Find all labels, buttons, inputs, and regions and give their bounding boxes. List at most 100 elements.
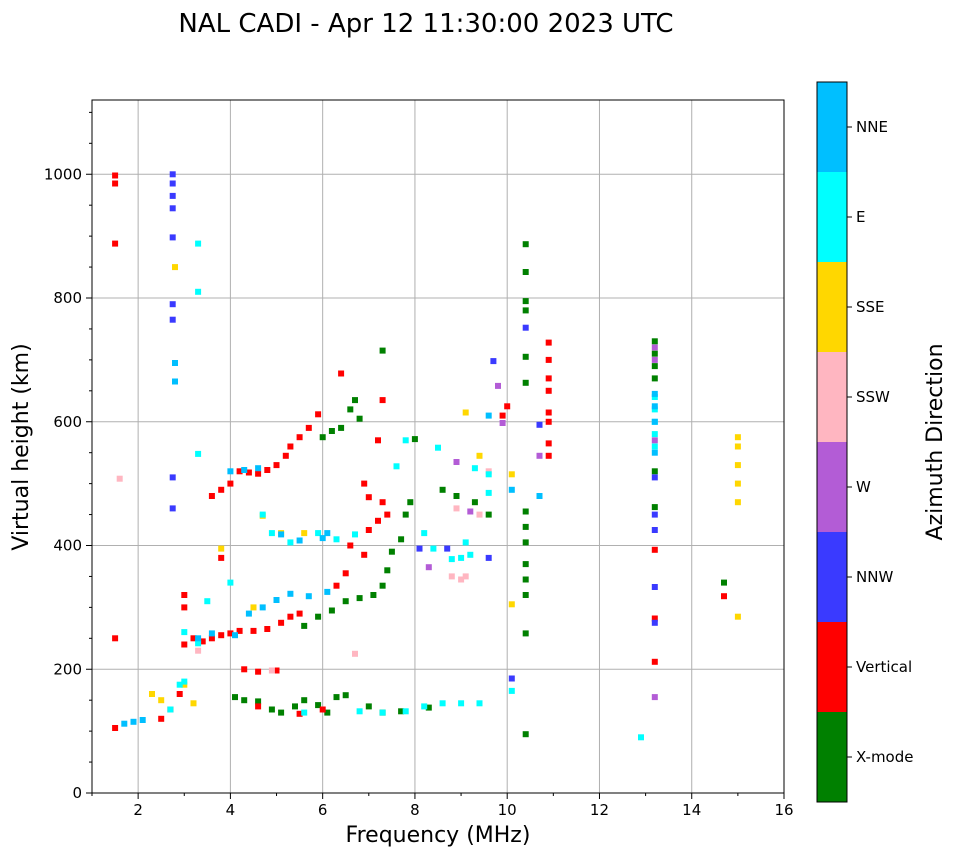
data-point — [393, 463, 400, 470]
data-point — [278, 531, 285, 538]
data-point — [651, 546, 658, 553]
data-point — [259, 604, 266, 611]
data-point — [425, 704, 432, 711]
data-point — [315, 702, 322, 709]
data-point — [425, 564, 432, 571]
data-point — [476, 511, 483, 518]
data-point — [264, 626, 271, 632]
data-point — [379, 499, 386, 506]
data-point — [356, 708, 363, 715]
data-point — [651, 344, 658, 351]
data-point — [241, 467, 248, 473]
data-point — [342, 598, 349, 605]
data-point — [268, 530, 275, 537]
data-point — [208, 635, 215, 642]
data-point — [651, 431, 658, 438]
data-point — [287, 539, 294, 546]
data-point — [476, 452, 483, 459]
data-point — [195, 288, 202, 295]
data-point — [218, 632, 225, 639]
series-nnw — [169, 171, 658, 682]
data-point — [379, 347, 386, 354]
data-point — [218, 486, 225, 493]
data-point — [485, 489, 492, 496]
data-point — [407, 499, 414, 506]
data-point — [471, 499, 478, 506]
x-tick-label: 2 — [133, 801, 143, 819]
data-point — [651, 694, 658, 701]
data-point — [268, 706, 275, 713]
data-point — [181, 592, 188, 598]
data-point — [319, 535, 326, 542]
data-point — [169, 301, 176, 308]
data-point — [112, 635, 119, 642]
data-point — [522, 307, 529, 314]
data-point — [734, 434, 741, 441]
data-point — [250, 604, 257, 611]
data-point — [721, 579, 727, 586]
data-point — [651, 356, 658, 363]
data-point — [651, 449, 658, 456]
data-point — [508, 471, 515, 478]
x-tick-label: 6 — [318, 801, 328, 819]
data-point — [522, 353, 529, 360]
data-point — [522, 269, 529, 275]
data-point — [169, 192, 176, 199]
data-point — [651, 619, 658, 626]
data-point — [255, 698, 262, 705]
data-point — [651, 468, 658, 475]
data-point — [651, 511, 658, 518]
data-point — [545, 339, 552, 346]
data-point — [536, 493, 543, 499]
data-point — [462, 539, 469, 546]
data-point — [181, 641, 188, 648]
data-point — [421, 530, 428, 537]
data-point — [324, 588, 331, 595]
data-point — [195, 640, 202, 647]
data-marks — [112, 171, 741, 741]
y-tick-label: 1000 — [44, 165, 82, 183]
data-point — [227, 579, 234, 586]
data-point — [169, 505, 176, 512]
data-point — [651, 615, 658, 622]
data-point — [384, 511, 391, 518]
data-point — [651, 406, 658, 413]
data-point — [375, 517, 381, 524]
data-point — [181, 629, 188, 636]
colorbar-segment — [817, 532, 847, 622]
colorbar-tick-label: Vertical — [856, 658, 912, 676]
data-point — [462, 573, 469, 580]
data-point — [379, 397, 386, 404]
data-point — [651, 437, 658, 444]
data-point — [485, 412, 492, 419]
data-point — [232, 694, 238, 701]
data-point — [292, 703, 298, 710]
data-point — [130, 718, 137, 725]
data-point — [545, 356, 552, 363]
data-point — [305, 424, 312, 431]
data-point — [379, 582, 386, 589]
data-point — [545, 452, 552, 459]
y-tick-label: 0 — [72, 784, 82, 802]
data-point — [421, 703, 428, 710]
data-point — [218, 545, 225, 552]
data-point — [638, 734, 644, 741]
data-point — [734, 462, 741, 469]
data-point — [458, 554, 465, 561]
data-point — [365, 527, 372, 533]
data-point — [158, 697, 165, 704]
data-point — [342, 692, 349, 699]
data-point — [458, 700, 465, 707]
data-point — [190, 635, 197, 642]
data-point — [241, 666, 248, 673]
data-point — [490, 358, 497, 365]
data-point — [651, 418, 658, 425]
data-point — [504, 403, 511, 410]
data-point — [333, 694, 340, 701]
data-point — [522, 241, 529, 248]
x-tick-label: 10 — [498, 801, 517, 819]
data-point — [439, 700, 446, 707]
data-point — [522, 630, 529, 637]
data-point — [172, 264, 178, 271]
data-point — [324, 709, 331, 716]
